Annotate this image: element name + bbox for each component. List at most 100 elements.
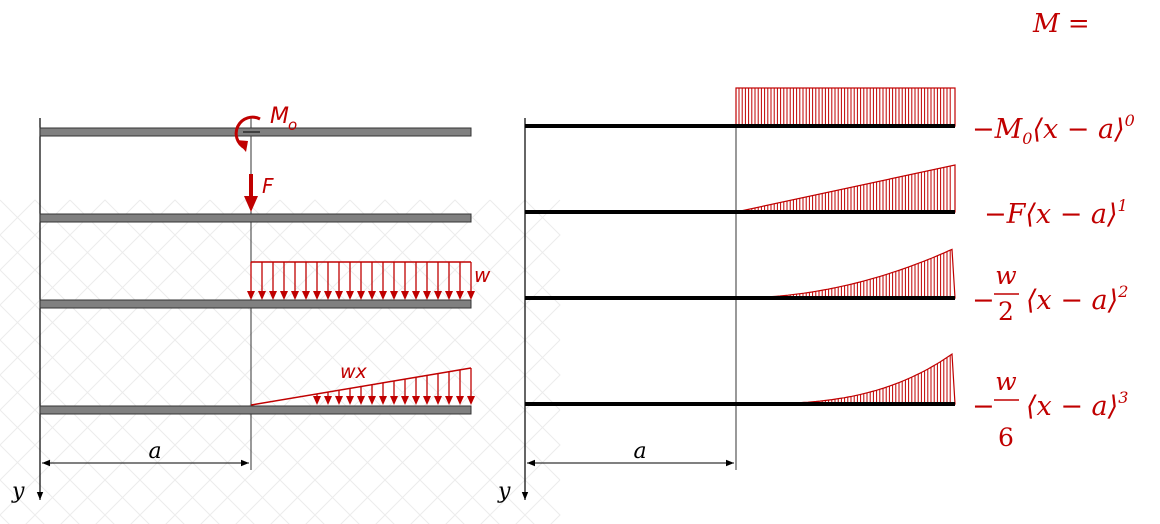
term-3-numerator: w [995,367,1016,396]
watermark-tile [69,409,141,481]
load-arrow-head [467,396,475,405]
watermark-tile [0,479,71,524]
watermark-tile [349,199,421,271]
term-1-bracket: ⟨x − a⟩ [1025,199,1117,230]
beam-4 [39,405,472,415]
load-arrow-head [368,396,376,405]
applied-moment: M o [234,104,297,152]
load-arrow-head [324,396,332,405]
term-1-sign: − [984,199,1007,230]
term-0-coef-sub: 0 [1022,129,1032,148]
term-3-bracket: ⟨x − a⟩ [1026,391,1118,422]
load-arrow-head [412,291,420,300]
watermark-tile [0,339,71,411]
uniform-distributed-load: w [247,261,491,300]
load-arrow-head [258,291,266,300]
load-arrow-head [357,291,365,300]
force-label: F [262,174,274,198]
load-arrow-head [280,291,288,300]
term-1: −F⟨x − a⟩1 [984,196,1128,230]
watermark-tile [419,199,491,271]
beam-2 [39,213,472,223]
svg-text:−F⟨x − a⟩1: −F⟨x − a⟩1 [984,196,1128,230]
svg-text:−M0⟨x − a⟩0: −M0⟨x − a⟩0 [972,111,1135,148]
watermark-tile [209,479,281,524]
moment-diagram-quadratic [736,248,956,299]
quadratic-outline [736,248,956,299]
load-arrow-head [434,291,442,300]
watermark-tile [0,199,71,271]
term-0: −M0⟨x − a⟩0 [972,111,1135,148]
load-arrow-head [357,396,365,405]
load-arrow-head [313,291,321,300]
right-dimension-a: a [527,439,734,467]
watermark-tile [279,199,351,271]
load-arrow-head [390,291,398,300]
watermark-tile [419,479,491,524]
load-arrow-head [445,396,453,405]
right-panel: a y −M0⟨x − a⟩0 −F⟨x − a⟩1 − w 2 ⟨x − a⟩… [497,87,1135,504]
term-1-power: 1 [1118,196,1128,215]
point-force: F [244,174,274,212]
left-y-axis: y [11,470,44,504]
load-arrow-head [269,291,277,300]
moment-subscript: o [288,116,297,134]
load-arrow-head [313,396,321,405]
right-y-axis: y [497,470,529,504]
watermark-tile [349,409,421,481]
moment-diagram-step [735,87,956,127]
load-arrow-head [346,396,354,405]
svg-text:⟨x − a⟩3: ⟨x − a⟩3 [1026,388,1128,422]
term-2-bracket: ⟨x − a⟩ [1026,285,1118,316]
moment-label: M [270,104,289,129]
term-2-power: 2 [1117,282,1128,301]
watermark-tile [209,409,281,481]
watermark-tile [279,409,351,481]
watermark-tile [209,199,281,271]
load-arrow-head [335,396,343,405]
load-arrow-head [324,291,332,300]
watermark-tile [139,479,211,524]
term-0-coef: M [994,114,1024,145]
load-arrow-head [379,291,387,300]
watermark-tile [349,479,421,524]
term-2: − w 2 ⟨x − a⟩2 [972,261,1128,326]
load-arrow-head [291,291,299,300]
linear-load-label: wx [340,361,368,383]
watermark-tile [209,339,281,411]
watermark-tile [69,479,141,524]
term-2-denominator: 2 [998,297,1014,326]
moment-diagram-cubic [736,353,956,405]
right-y-axis-label: y [497,479,511,504]
watermark-tile [139,339,211,411]
watermark-tile [69,339,141,411]
term-0-bracket: ⟨x − a⟩ [1032,114,1124,145]
term-3-sign: − [972,391,995,422]
load-arrow-head [467,291,475,300]
term-2-sign: − [972,285,995,316]
load-arrow-head [346,291,354,300]
m-equals-label: M = [1032,9,1090,39]
load-arrow-head [456,291,464,300]
load-arrow-head [401,291,409,300]
left-panel: M o F w wx a y [11,104,491,504]
watermark-tile [489,479,561,524]
load-arrow-head [302,291,310,300]
load-arrow-head [379,396,387,405]
watermark-tile [279,479,351,524]
term-0-sign: − [972,114,995,145]
watermark-tile [69,199,141,271]
linear-distributed-load: wx [250,361,475,406]
load-arrow-head [247,291,255,300]
beam-3 [39,299,472,309]
cubic-outline [736,353,956,405]
load-arrow-head [412,396,420,405]
background-watermark [0,199,561,524]
load-arrow-head [335,291,343,300]
watermark-tile [0,409,71,481]
svg-text:⟨x − a⟩2: ⟨x − a⟩2 [1026,282,1128,316]
left-y-axis-label: y [11,479,25,504]
load-arrow-head [456,396,464,405]
left-dimension-a: a [42,439,249,467]
